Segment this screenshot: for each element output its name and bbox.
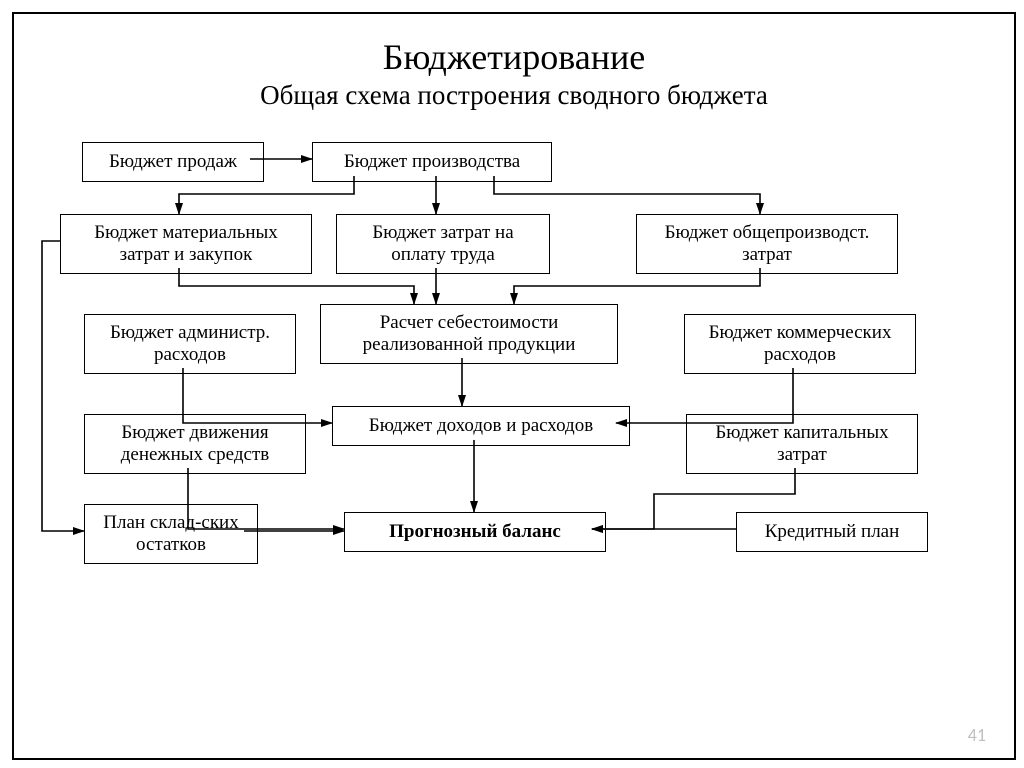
slide-frame: Бюджетирование Общая схема построения св… (12, 12, 1016, 760)
node-cogs: Расчет себестоимости реализованной проду… (320, 304, 618, 364)
title-line2: Общая схема построения сводного бюджета (14, 80, 1014, 111)
node-pnl: Бюджет доходов и расходов (332, 406, 630, 446)
node-admin: Бюджет администр. расходов (84, 314, 296, 374)
node-ovh: Бюджет общепроизводст. затрат (636, 214, 898, 274)
title-line1: Бюджетирование (14, 36, 1014, 78)
node-credit: Кредитный план (736, 512, 928, 552)
node-stock: План склад-ских остатков (84, 504, 258, 564)
node-capex: Бюджет капитальных затрат (686, 414, 918, 474)
node-labor: Бюджет затрат на оплату труда (336, 214, 550, 274)
node-prod: Бюджет производства (312, 142, 552, 182)
page-number: 41 (968, 724, 986, 746)
edge-mat-to-stock (42, 241, 84, 531)
node-mat: Бюджет материальных затрат и закупок (60, 214, 312, 274)
node-balance: Прогнозный баланс (344, 512, 606, 552)
node-comm: Бюджет коммерческих расходов (684, 314, 916, 374)
node-cashflow: Бюджет движения денежных средств (84, 414, 306, 474)
node-sales: Бюджет продаж (82, 142, 264, 182)
edges-layer (14, 14, 1014, 758)
